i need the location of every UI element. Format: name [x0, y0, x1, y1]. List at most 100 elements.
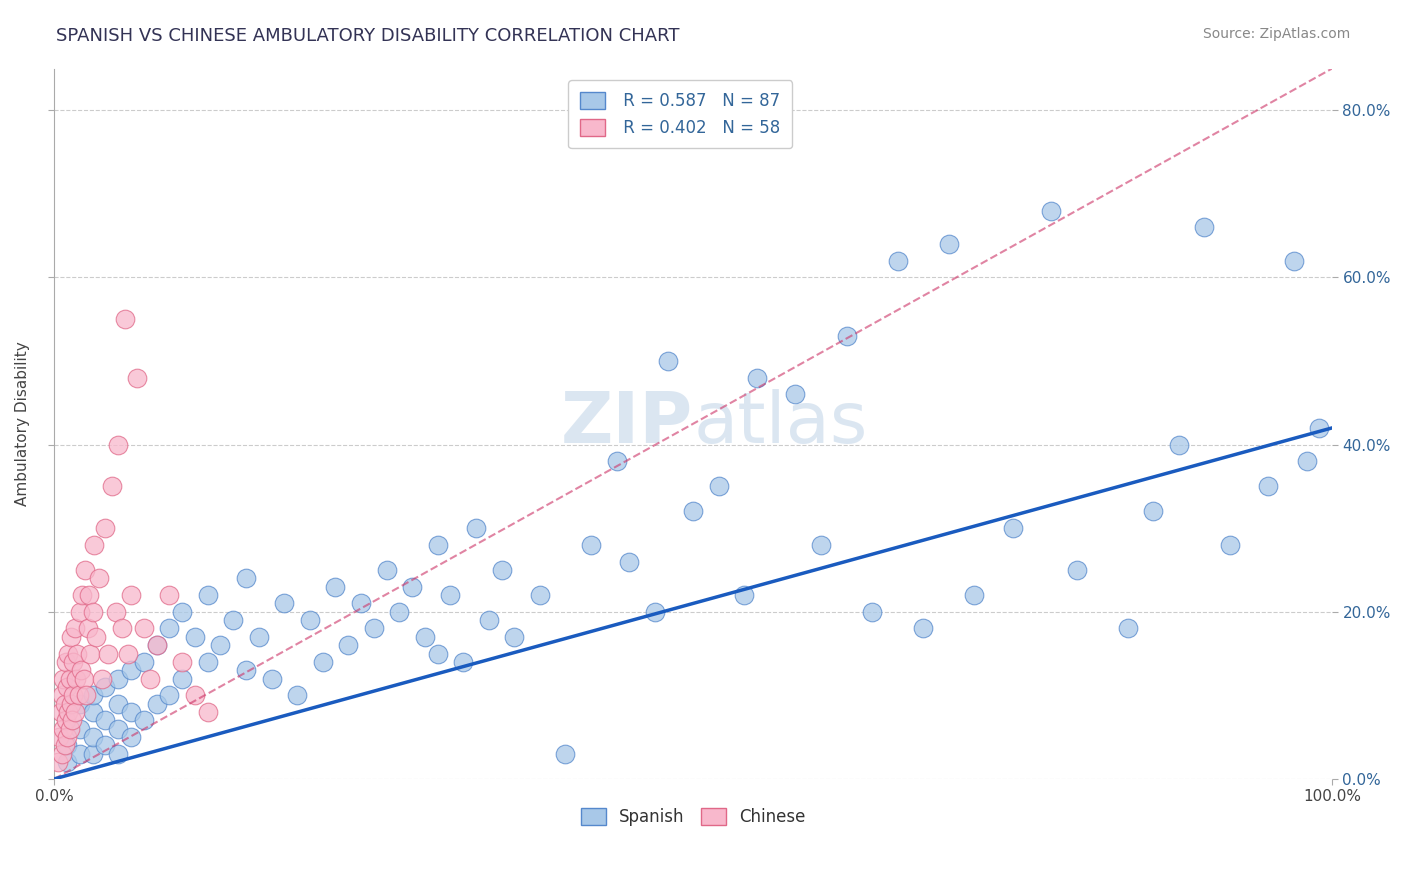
Y-axis label: Ambulatory Disability: Ambulatory Disability	[15, 342, 30, 506]
Point	[835, 329, 858, 343]
Point	[273, 596, 295, 610]
Point	[114, 312, 136, 326]
Point	[56, 730, 79, 744]
Point	[745, 370, 768, 384]
Point	[465, 521, 488, 535]
Point	[107, 697, 129, 711]
Point	[1219, 538, 1241, 552]
Point	[1257, 479, 1279, 493]
Legend: Spanish, Chinese: Spanish, Chinese	[572, 800, 814, 835]
Point	[56, 739, 79, 753]
Point	[52, 672, 75, 686]
Point	[785, 387, 807, 401]
Point	[145, 638, 167, 652]
Point	[69, 747, 91, 761]
Point	[87, 571, 110, 585]
Point	[375, 563, 398, 577]
Point	[107, 437, 129, 451]
Point	[413, 630, 436, 644]
Point	[184, 689, 207, 703]
Point	[56, 680, 79, 694]
Point	[94, 739, 117, 753]
Point	[1142, 504, 1164, 518]
Point	[325, 580, 347, 594]
Point	[1282, 253, 1305, 268]
Point	[127, 370, 149, 384]
Point	[298, 613, 321, 627]
Point	[350, 596, 373, 610]
Point	[1194, 220, 1216, 235]
Point	[478, 613, 501, 627]
Point	[72, 588, 94, 602]
Point	[439, 588, 461, 602]
Point	[77, 588, 100, 602]
Point	[529, 588, 551, 602]
Point	[69, 697, 91, 711]
Text: Source: ZipAtlas.com: Source: ZipAtlas.com	[1202, 27, 1350, 41]
Point	[56, 755, 79, 769]
Text: atlas: atlas	[693, 389, 868, 458]
Point	[82, 747, 104, 761]
Point	[82, 705, 104, 719]
Point	[157, 588, 180, 602]
Point	[1001, 521, 1024, 535]
Point	[184, 630, 207, 644]
Point	[73, 672, 96, 686]
Point	[426, 647, 449, 661]
Point	[59, 722, 82, 736]
Point	[1116, 622, 1139, 636]
Point	[860, 605, 883, 619]
Point	[49, 705, 72, 719]
Point	[82, 730, 104, 744]
Point	[733, 588, 755, 602]
Point	[810, 538, 832, 552]
Point	[235, 663, 257, 677]
Point	[79, 647, 101, 661]
Point	[107, 672, 129, 686]
Point	[554, 747, 576, 761]
Point	[619, 555, 641, 569]
Point	[247, 630, 270, 644]
Point	[172, 672, 194, 686]
Point	[82, 689, 104, 703]
Point	[657, 354, 679, 368]
Point	[52, 722, 75, 736]
Point	[388, 605, 411, 619]
Point	[145, 697, 167, 711]
Point	[53, 739, 76, 753]
Point	[83, 538, 105, 552]
Point	[120, 705, 142, 719]
Point	[235, 571, 257, 585]
Point	[117, 647, 139, 661]
Point	[132, 655, 155, 669]
Point	[48, 730, 70, 744]
Point	[60, 714, 83, 728]
Point	[157, 622, 180, 636]
Point	[451, 655, 474, 669]
Point	[120, 663, 142, 677]
Point	[222, 613, 245, 627]
Point	[157, 689, 180, 703]
Point	[260, 672, 283, 686]
Point	[145, 638, 167, 652]
Point	[197, 588, 219, 602]
Point	[938, 237, 960, 252]
Point	[1039, 203, 1062, 218]
Point	[46, 755, 69, 769]
Point	[76, 622, 98, 636]
Point	[97, 647, 120, 661]
Point	[1295, 454, 1317, 468]
Point	[139, 672, 162, 686]
Point	[59, 697, 82, 711]
Point	[69, 722, 91, 736]
Point	[401, 580, 423, 594]
Point	[65, 672, 87, 686]
Point	[132, 622, 155, 636]
Point	[426, 538, 449, 552]
Point	[912, 622, 935, 636]
Point	[491, 563, 513, 577]
Point	[51, 689, 73, 703]
Point	[682, 504, 704, 518]
Point	[104, 605, 127, 619]
Point	[62, 655, 84, 669]
